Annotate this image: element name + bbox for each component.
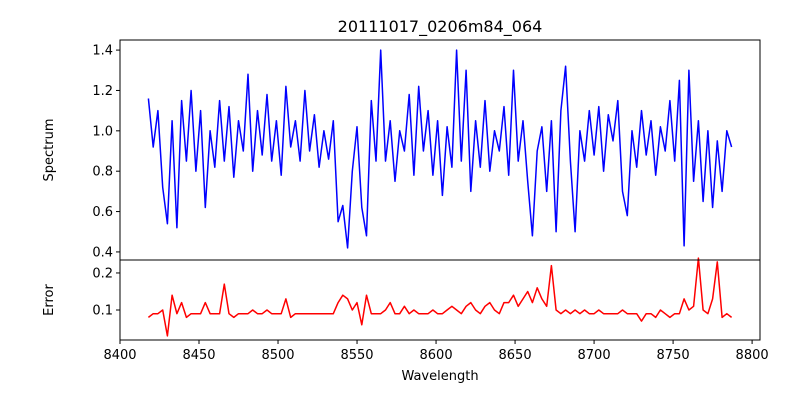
x-tick-label: 8600: [420, 348, 453, 363]
error-y-tick-label: 0.1: [92, 304, 113, 319]
spectrum-y-tick-label: 1.4: [92, 44, 113, 59]
spectrum-y-tick-label: 1.2: [92, 84, 113, 99]
x-tick-label: 8700: [578, 348, 611, 363]
spectrum-y-tick-label: 0.4: [92, 245, 113, 260]
error-y-tick-label: 0.2: [92, 266, 113, 281]
y-axis-label-spectrum: Spectrum: [42, 119, 57, 182]
error-series-line: [147, 257, 733, 337]
spectrum-y-tick-label: 0.6: [92, 205, 113, 220]
x-tick-label: 8800: [736, 348, 769, 363]
error-axes-frame: [119, 259, 761, 341]
x-tick-label: 8650: [499, 348, 532, 363]
x-tick-label: 8450: [182, 348, 215, 363]
x-tick-label: 8550: [340, 348, 373, 363]
x-tick-label: 8400: [103, 348, 136, 363]
spectrum-y-tick-label: 1.0: [92, 124, 113, 139]
y-axis-label-error: Error: [42, 284, 57, 316]
spectrum-y-tick-label: 0.8: [92, 165, 113, 180]
x-axis-label: Wavelength: [401, 369, 478, 384]
spectrum-series-line: [147, 49, 733, 249]
chart-title: 20111017_0206m84_064: [338, 17, 543, 37]
x-tick-label: 8750: [657, 348, 690, 363]
x-tick-label: 8500: [261, 348, 294, 363]
